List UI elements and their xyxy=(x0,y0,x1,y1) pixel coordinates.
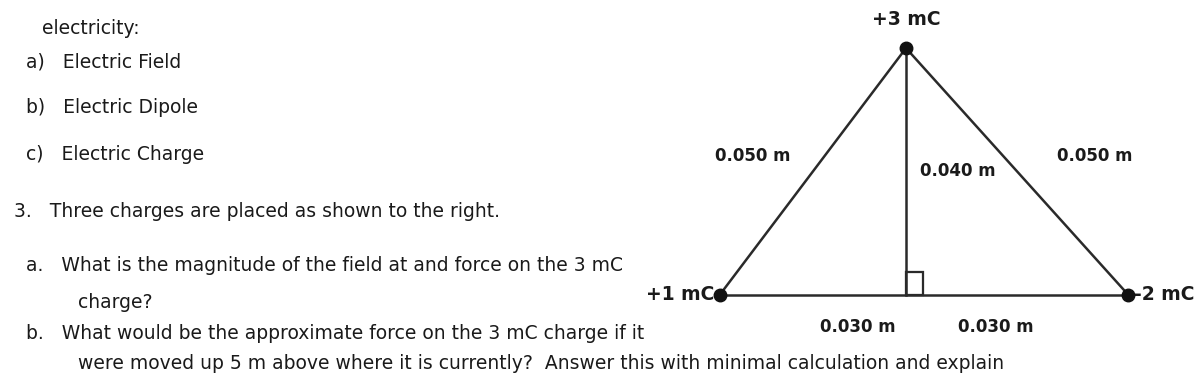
Text: a)   Electric Field: a) Electric Field xyxy=(26,52,181,71)
Text: were moved up 5 m above where it is currently?  Answer this with minimal calcula: were moved up 5 m above where it is curr… xyxy=(78,354,1004,373)
Text: 3.   Three charges are placed as shown to the right.: 3. Three charges are placed as shown to … xyxy=(14,202,500,221)
Bar xyxy=(906,272,923,295)
Text: a.   What is the magnitude of the field at and force on the 3 mC: a. What is the magnitude of the field at… xyxy=(26,256,624,275)
Text: charge?: charge? xyxy=(78,293,152,312)
Text: -2 mC: -2 mC xyxy=(1134,285,1194,304)
Text: 0.030 m: 0.030 m xyxy=(958,318,1034,336)
Text: +3 mC: +3 mC xyxy=(871,10,941,29)
Text: 0.040 m: 0.040 m xyxy=(919,162,996,180)
Text: 0.050 m: 0.050 m xyxy=(1057,147,1133,165)
Text: c)   Electric Charge: c) Electric Charge xyxy=(26,144,204,164)
Text: b.   What would be the approximate force on the 3 mC charge if it: b. What would be the approximate force o… xyxy=(26,323,644,343)
Text: electricity:: electricity: xyxy=(42,19,139,38)
Text: +1 mC: +1 mC xyxy=(646,285,714,304)
Text: 0.050 m: 0.050 m xyxy=(715,147,791,165)
Text: b)   Electric Dipole: b) Electric Dipole xyxy=(26,98,198,117)
Text: 0.030 m: 0.030 m xyxy=(820,318,896,336)
